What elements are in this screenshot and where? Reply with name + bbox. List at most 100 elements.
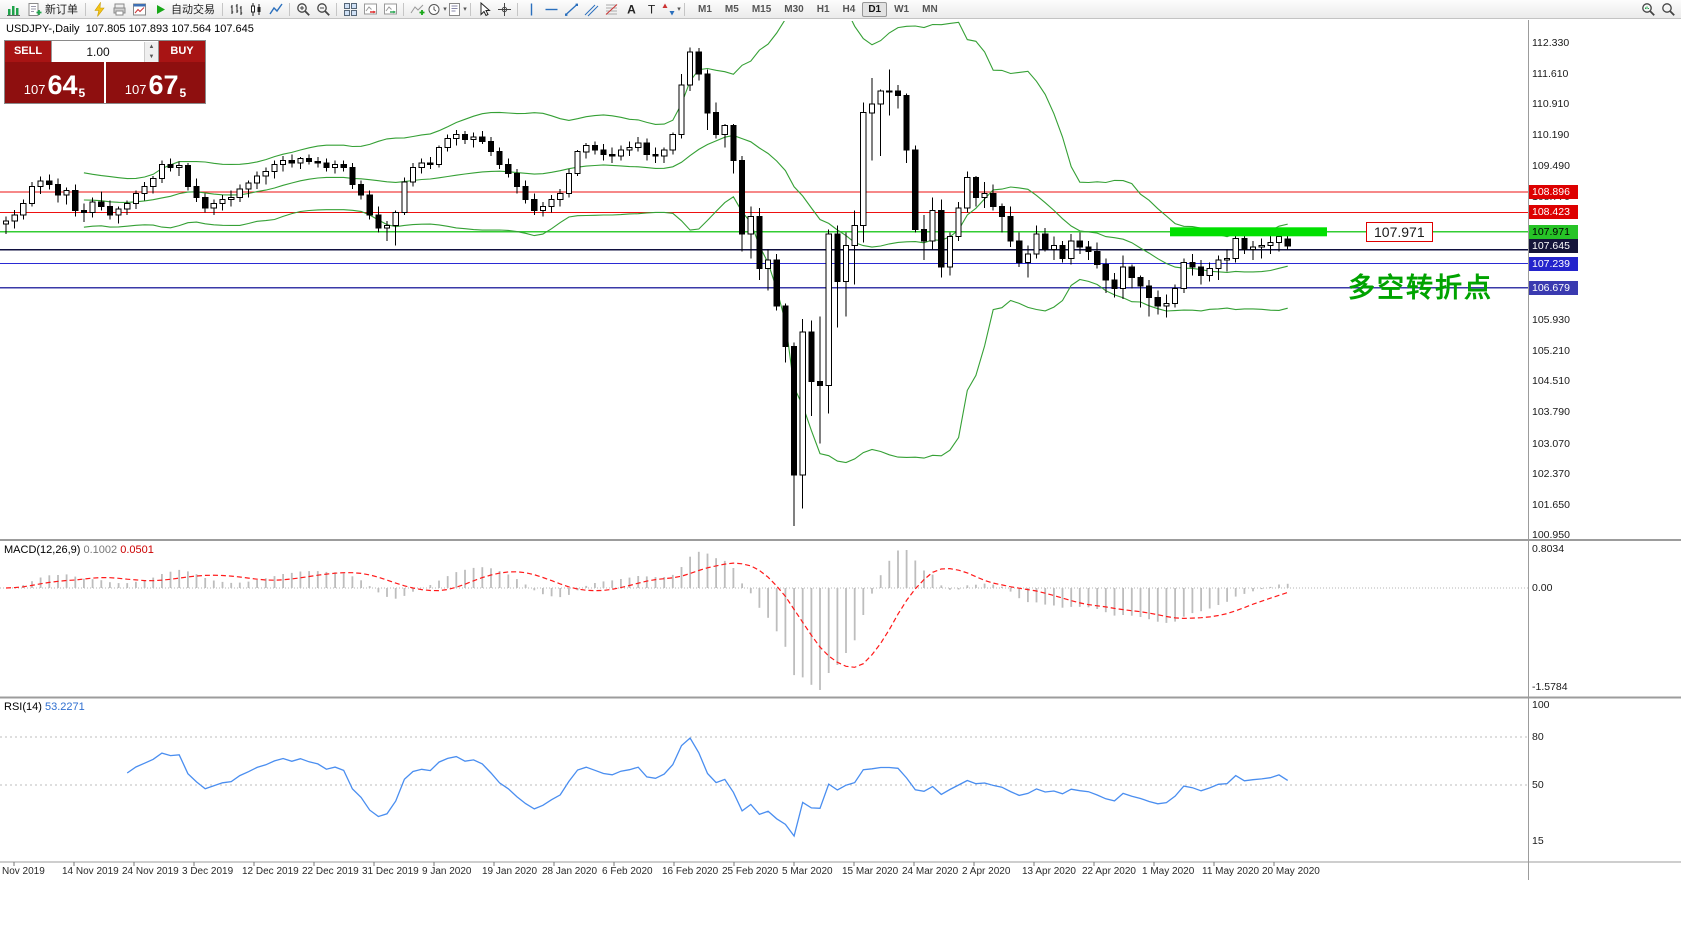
text-label-icon: T <box>647 2 655 16</box>
rsi-name: RSI(14) <box>4 701 42 713</box>
candles[interactable] <box>2 47 1291 526</box>
timeframe-m5-button[interactable]: M5 <box>724 3 739 15</box>
timeframe-mn-button[interactable]: MN <box>922 3 938 15</box>
chart-shift-button[interactable] <box>380 1 400 18</box>
bollinger-band-line <box>83 21 1288 238</box>
buy-price-point: 5 <box>179 86 187 100</box>
bollinger-band-line <box>83 196 1288 464</box>
chart-title: USDJPY-,Daily 107.805 107.893 107.564 10… <box>6 23 254 35</box>
vertical-line-button[interactable] <box>521 1 541 18</box>
symbol-period-label: USDJPY-,Daily <box>6 23 80 35</box>
periods-button[interactable]: ▾ <box>427 1 447 18</box>
app-chart-button[interactable] <box>3 1 23 18</box>
symbol-search-button[interactable] <box>1638 1 1658 18</box>
timeframe-toolbar: M1 M5 M15 M30 H1 H4 D1 W1 MN <box>692 1 944 17</box>
horizontal-line-button[interactable] <box>541 1 561 18</box>
sell-price-pips: 64 <box>47 70 78 100</box>
dropdown-caret-icon: ▾ <box>463 6 467 13</box>
search-icon <box>1661 2 1675 16</box>
dropdown-caret-icon: ▾ <box>443 6 447 13</box>
text-label-button[interactable]: T <box>641 1 661 18</box>
timeframe-m15-button[interactable]: M15 <box>751 3 772 15</box>
zoom-in-button[interactable] <box>293 1 313 18</box>
autotrade-play-icon <box>157 4 165 14</box>
sell-price-figure: 107 <box>23 82 46 97</box>
text-button[interactable]: A <box>621 1 641 18</box>
sell-button[interactable]: SELL <box>5 41 51 62</box>
fibonacci-icon <box>605 3 617 15</box>
new-order-button[interactable]: 新订单 <box>23 1 82 18</box>
experts-button[interactable] <box>89 1 109 18</box>
candlestick-chart-button[interactable] <box>246 1 266 18</box>
chart-shift-icon <box>383 3 397 14</box>
arrows-button[interactable]: ▾ <box>661 1 681 18</box>
ohlc-values: 107.805 107.893 107.564 107.645 <box>85 23 254 35</box>
toolbar: 新订单 自动交易 <box>0 0 1681 19</box>
print-icon <box>113 3 125 15</box>
rsi-layer <box>0 736 1528 838</box>
search-button[interactable] <box>1658 1 1678 18</box>
cursor-icon <box>480 1 491 16</box>
macd-label: MACD(12,26,9) 0.1002 0.0501 <box>4 544 154 556</box>
timeframe-h4-button[interactable]: H4 <box>842 3 856 15</box>
chart-window-icon <box>132 3 146 15</box>
equidistant-channel-button[interactable] <box>581 1 601 18</box>
candlestick-chart-icon <box>250 2 260 16</box>
new-order-icon <box>28 2 42 16</box>
indicators-icon <box>410 4 424 15</box>
equidistant-channel-icon <box>584 4 598 16</box>
highlight-zone[interactable] <box>1170 227 1327 237</box>
annotation-text[interactable]: 多空转折点 <box>1348 273 1493 303</box>
new-order-label: 新订单 <box>45 4 78 16</box>
crosshair-button[interactable] <box>494 1 514 18</box>
sell-price-panel[interactable]: 107 64 5 <box>5 62 104 103</box>
timeframe-m1-button[interactable]: M1 <box>698 3 712 15</box>
macd-signal-line <box>5 562 1288 668</box>
line-chart-icon <box>268 3 283 14</box>
price-label-annotation[interactable]: 107.971 <box>1366 222 1433 242</box>
autotrade-button[interactable]: 自动交易 <box>149 1 219 18</box>
templates-button[interactable]: ▾ <box>447 1 467 18</box>
autotrade-label: 自动交易 <box>171 4 215 16</box>
timeframe-w1-button[interactable]: W1 <box>894 3 910 15</box>
one-click-trading-widget: SELL 1.00 ▲ ▼ BUY 107 64 5 107 67 5 <box>4 40 206 104</box>
trendline-icon <box>564 3 578 16</box>
timeframe-h1-button[interactable]: H1 <box>816 3 830 15</box>
lightning-icon <box>93 1 105 17</box>
tile-windows-button[interactable] <box>340 1 360 18</box>
separator <box>403 2 404 16</box>
scroll-to-end-button[interactable] <box>360 1 380 18</box>
horizontal-line-icon <box>545 8 557 10</box>
arrows-icon <box>662 3 675 15</box>
chart-window-button[interactable] <box>129 1 149 18</box>
vertical-line-icon <box>530 3 532 15</box>
zoom-in-icon <box>296 2 310 16</box>
zoom-out-button[interactable] <box>313 1 333 18</box>
trendline-button[interactable] <box>561 1 581 18</box>
dropdown-caret-icon: ▾ <box>677 6 681 13</box>
line-chart-button[interactable] <box>266 1 286 18</box>
print-button[interactable] <box>109 1 129 18</box>
macd-main-value: 0.1002 <box>83 544 118 556</box>
volume-increase-button[interactable]: ▲ <box>145 41 158 52</box>
timeframe-m30-button[interactable]: M30 <box>784 3 804 15</box>
symbol-search-icon <box>1641 2 1655 16</box>
bar-chart-button[interactable] <box>226 1 246 18</box>
volume-field[interactable]: 1.00 ▲ ▼ <box>51 41 159 62</box>
tile-windows-icon <box>343 2 357 16</box>
cursor-button[interactable] <box>474 1 494 18</box>
fibonacci-button[interactable] <box>601 1 621 18</box>
periods-clock-icon <box>428 3 440 15</box>
timeframe-d1-button[interactable]: D1 <box>862 1 888 17</box>
buy-price-panel[interactable]: 107 67 5 <box>106 62 205 103</box>
buy-button[interactable]: BUY <box>159 41 205 62</box>
separator <box>289 2 290 16</box>
indicators-button[interactable] <box>407 1 427 18</box>
volume-value[interactable]: 1.00 <box>86 44 110 59</box>
app-chart-icon <box>6 5 20 16</box>
rsi-label: RSI(14) 53.2271 <box>4 701 85 713</box>
separator <box>222 2 223 16</box>
buy-price-figure: 107 <box>124 82 147 97</box>
volume-decrease-button[interactable]: ▼ <box>145 51 158 62</box>
